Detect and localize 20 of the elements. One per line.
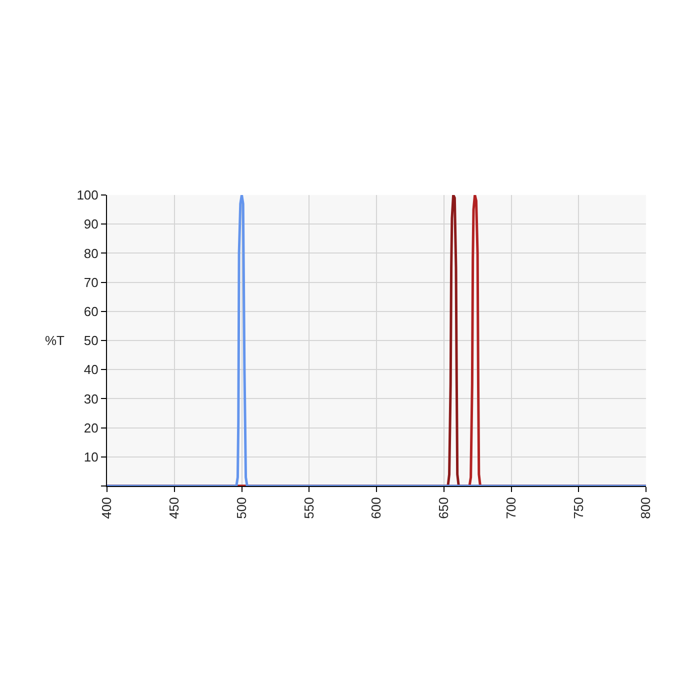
- x-tick-label: 400: [99, 497, 114, 519]
- y-tick-label: 100: [76, 188, 98, 203]
- x-tick-label: 550: [301, 497, 316, 519]
- y-tick-label: 30: [84, 391, 98, 406]
- x-tick-label: 500: [234, 497, 249, 519]
- y-tick-label: 90: [84, 216, 98, 232]
- y-axis-title: %T: [45, 333, 65, 348]
- y-tick-label: 20: [84, 420, 98, 436]
- x-tick-label: 650: [436, 497, 452, 519]
- x-tick-label: 800: [638, 497, 654, 519]
- y-tick-label: 80: [84, 246, 98, 261]
- x-tick-label: 600: [368, 497, 384, 519]
- y-tick-label: 50: [84, 333, 98, 348]
- y-tick-label: 10: [84, 449, 98, 464]
- y-tick-label: 40: [84, 362, 98, 378]
- x-tick-label: 700: [503, 497, 518, 519]
- y-tick-label: 70: [84, 274, 98, 290]
- x-tick-label: 450: [166, 497, 182, 519]
- y-tick-label: 60: [84, 304, 98, 319]
- x-tick-label: 750: [570, 497, 586, 519]
